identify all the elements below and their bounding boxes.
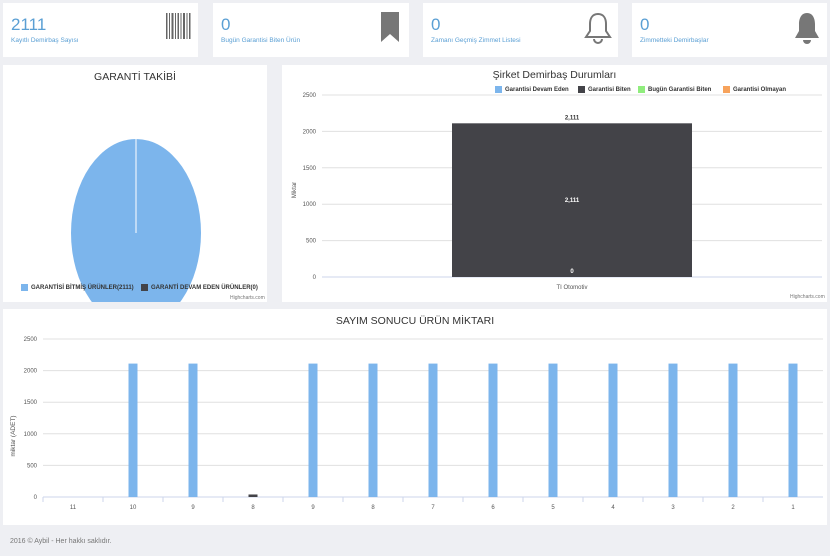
company-credits[interactable]: Highcharts.com <box>790 294 825 300</box>
x-category-label: 6 <box>491 505 495 511</box>
x-category-label: 8 <box>251 505 255 511</box>
count-bar[interactable] <box>428 363 438 497</box>
count-bar[interactable] <box>548 363 558 497</box>
stat-card-warranty-today: 0 Bugün Garantisi Biten Ürün <box>213 3 409 57</box>
y-tick-label: 2500 <box>24 337 38 343</box>
count-bar[interactable] <box>128 363 138 497</box>
y-tick-label: 0 <box>313 275 317 281</box>
y-tick-label: 1500 <box>303 166 317 172</box>
y-tick-label: 1000 <box>24 432 38 438</box>
bell-icon <box>795 13 819 44</box>
count-result-panel: SAYIM SONUCU ÜRÜN MİKTARI 0 500 1000 1500 20… <box>3 309 827 525</box>
pie-chart <box>71 139 201 302</box>
count-chart-title: SAYIM SONUCU ÜRÜN MİKTARI <box>335 315 495 327</box>
stat-card-registered: 2111 Kayıtlı Demirbaş Sayısı <box>3 3 198 57</box>
legend-label: Garantisi Devam Eden <box>505 87 569 94</box>
y-tick-label: 0 <box>34 495 38 501</box>
y-tick-label: 1500 <box>24 400 38 406</box>
legend-swatch <box>141 284 148 291</box>
count-bar[interactable] <box>308 363 318 497</box>
y-tick-label: 2000 <box>24 369 38 375</box>
barcode-icon <box>166 13 191 39</box>
company-legend-item[interactable]: Bugün Garantisi Biten <box>638 86 711 93</box>
legend-label: Bugün Garantisi Biten <box>648 87 712 94</box>
stat-label: Zamanı Geçmiş Zimmet Listesi <box>431 37 521 44</box>
stat-value: 0 <box>431 15 441 34</box>
pie-credits[interactable]: Highcharts.com <box>230 295 265 301</box>
count-bar-chart: 0 500 1000 1500 2000 2500 11 10 9 8 9 8 7 6 5 4 3 2 1 mik… <box>10 337 823 511</box>
company-legend-item[interactable]: Garantisi Olmayan <box>723 86 786 93</box>
legend-swatch <box>495 86 502 93</box>
warranty-pie-panel: GARANTİ TAKİBİ GARANTİSİ BİTMİŞ ÜRÜNLER(… <box>3 65 267 302</box>
legend-label: GARANTİSİ BİTMİŞ ÜRÜNLER(2111) <box>31 285 134 292</box>
pie-legend-expired[interactable]: GARANTİSİ BİTMİŞ ÜRÜNLER(2111) <box>21 284 134 291</box>
stat-label: Kayıtlı Demirbaş Sayısı <box>11 37 79 44</box>
company-data-label-middle: 2,111 <box>565 198 580 204</box>
footer-copyright: 2016 © Aybil - Her hakkı saklıdır. <box>10 538 112 545</box>
legend-label: Garantisi Olmayan <box>733 87 787 94</box>
legend-swatch <box>723 86 730 93</box>
company-status-panel: Şirket Demirbaş Durumları Garantisi Deva… <box>282 65 827 302</box>
bell-outline-icon <box>584 12 612 44</box>
company-chart-title: Şirket Demirbaş Durumları <box>492 69 617 81</box>
count-bar[interactable] <box>728 363 738 497</box>
legend-swatch <box>21 284 28 291</box>
stat-card-assigned: 0 Zimmetteki Demirbaşlar <box>632 3 827 57</box>
x-category-label: 11 <box>70 505 77 511</box>
pie-legend-active[interactable]: GARANTİ DEVAM EDEN ÜRÜNLER(0) <box>141 284 258 291</box>
stat-value: 2111 <box>11 15 47 34</box>
x-category-label: 9 <box>191 505 195 511</box>
x-category-label: 9 <box>311 505 315 511</box>
count-bar[interactable] <box>368 363 378 497</box>
x-category-label: 7 <box>431 505 435 511</box>
company-data-label-bottom: 0 <box>570 269 574 275</box>
y-tick-label: 500 <box>306 239 317 245</box>
count-y-axis-label: miktar (ADET) <box>10 415 17 456</box>
stat-card-overdue: 0 Zamanı Geçmiş Zimmet Listesi <box>423 3 618 57</box>
x-category-label: 1 <box>791 505 795 511</box>
legend-label: Garantisi Biten <box>588 87 631 94</box>
company-legend-item[interactable]: Garantisi Biten <box>578 86 631 93</box>
company-y-axis-label: Miktar <box>292 182 298 198</box>
count-bar[interactable] <box>188 363 198 497</box>
x-category-label: 3 <box>671 505 675 511</box>
stat-value: 0 <box>640 15 650 34</box>
y-tick-label: 500 <box>27 463 38 469</box>
stat-label: Bugün Garantisi Biten Ürün <box>221 37 301 44</box>
count-bar[interactable] <box>608 363 618 497</box>
company-data-label-top: 2,111 <box>565 115 580 121</box>
count-bar[interactable] <box>488 363 498 497</box>
company-x-category-label: TI Otomotiv <box>556 285 587 291</box>
legend-swatch <box>578 86 585 93</box>
y-tick-label: 1000 <box>303 202 317 208</box>
y-tick-label: 2500 <box>303 93 317 99</box>
legend-label: GARANTİ DEVAM EDEN ÜRÜNLER(0) <box>151 285 258 292</box>
count-bar[interactable] <box>668 363 678 497</box>
count-bar[interactable] <box>788 363 798 497</box>
company-legend-item[interactable]: Garantisi Devam Eden <box>495 86 569 93</box>
x-category-label: 10 <box>130 505 137 511</box>
pie-chart-title: GARANTİ TAKİBİ <box>94 71 176 83</box>
y-tick-label: 2000 <box>303 129 317 135</box>
x-category-label: 5 <box>551 505 555 511</box>
x-category-label: 2 <box>731 505 735 511</box>
stat-value: 0 <box>221 15 231 34</box>
company-bar-expired[interactable] <box>452 123 692 277</box>
x-category-label: 8 <box>371 505 375 511</box>
stat-label: Zimmetteki Demirbaşlar <box>640 37 709 44</box>
x-category-label: 4 <box>611 505 615 511</box>
bookmark-icon <box>381 12 399 42</box>
legend-swatch <box>638 86 645 93</box>
count-bar[interactable] <box>248 494 258 497</box>
